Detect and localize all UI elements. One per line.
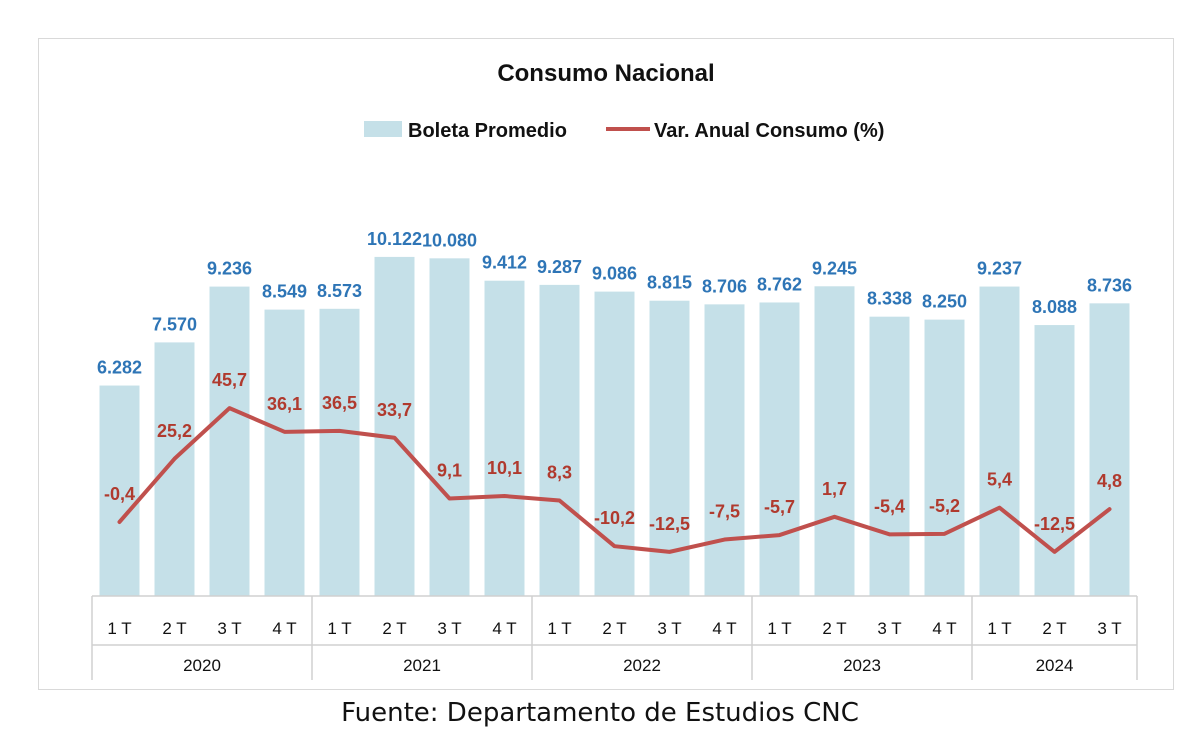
bar-5 — [374, 256, 415, 596]
line-value-label-8: 8,3 — [547, 462, 572, 482]
line-value-label-0: -0,4 — [104, 484, 135, 504]
bar-12 — [759, 302, 800, 596]
bar-10 — [649, 300, 690, 596]
bar-8 — [539, 284, 580, 596]
line-value-label-6: 9,1 — [437, 461, 462, 481]
bar-3 — [264, 309, 305, 596]
x-tick-label-10: 3 T — [657, 619, 681, 638]
line-value-label-1: 25,2 — [157, 421, 192, 441]
bar-17 — [1034, 325, 1075, 596]
legend-label-bars: Boleta Promedio — [408, 120, 567, 142]
year-label-1: 2021 — [403, 656, 441, 675]
line-value-label-2: 45,7 — [212, 370, 247, 390]
chart-title: Consumo Nacional — [497, 60, 714, 87]
x-tick-label-2: 3 T — [217, 619, 241, 638]
bar-value-label-10: 8.815 — [647, 273, 692, 293]
line-value-label-17: -12,5 — [1034, 514, 1075, 534]
bar-9 — [594, 291, 635, 596]
bar-value-label-11: 8.706 — [702, 276, 747, 296]
line-value-label-16: 5,4 — [987, 470, 1012, 490]
bar-7 — [484, 280, 525, 596]
year-label-4: 2024 — [1036, 656, 1074, 675]
x-tick-label-0: 1 T — [107, 619, 131, 638]
bar-value-label-12: 8.762 — [757, 274, 802, 294]
line-value-label-4: 36,5 — [322, 393, 357, 413]
line-value-label-5: 33,7 — [377, 400, 412, 420]
bar-value-label-3: 8.549 — [262, 282, 307, 302]
x-tick-label-9: 2 T — [602, 619, 626, 638]
category-axis: 1 T 2 T 3 T 4 T 1 T 2 T 3 T 4 T 1 T 2 T 3 T 4 T 1 T 2… — [91, 595, 1138, 680]
bar-18 — [1089, 303, 1130, 596]
line-layer — [117, 406, 1112, 554]
bars-layer — [99, 256, 1130, 596]
year-label-2: 2022 — [623, 656, 661, 675]
x-tick-label-6: 3 T — [437, 619, 461, 638]
x-tick-label-15: 4 T — [932, 619, 956, 638]
bar-value-label-16: 9.237 — [977, 259, 1022, 279]
x-tick-label-12: 1 T — [767, 619, 791, 638]
bar-value-label-0: 6.282 — [97, 358, 142, 378]
bar-value-label-5: 10.122 — [367, 229, 422, 249]
line-labels-layer: -0,425,245,736,1 36,5 33,79,1 10,1 8,3-10,2-… — [104, 370, 1122, 534]
bar-16 — [979, 286, 1020, 596]
bar-13 — [814, 286, 855, 596]
line-value-label-10: -12,5 — [649, 514, 690, 534]
bar-value-label-18: 8.736 — [1087, 275, 1132, 295]
bar-1 — [154, 342, 195, 596]
line-value-label-14: -5,4 — [874, 496, 905, 516]
bar-value-label-8: 9.287 — [537, 257, 582, 277]
source-note: Fuente: Departamento de Estudios CNC — [341, 698, 859, 728]
year-label-0: 2020 — [183, 656, 221, 675]
legend: Boleta Promedio Var. Anual Consumo (%) — [364, 120, 884, 142]
x-tick-label-14: 3 T — [877, 619, 901, 638]
x-tick-label-7: 4 T — [492, 619, 516, 638]
bar-value-label-4: 8.573 — [317, 281, 362, 301]
line-value-label-18: 4,8 — [1097, 471, 1122, 491]
line-value-label-15: -5,2 — [929, 496, 960, 516]
x-tick-label-11: 4 T — [712, 619, 736, 638]
x-tick-label-17: 2 T — [1042, 619, 1066, 638]
legend-label-line: Var. Anual Consumo (%) — [654, 120, 884, 142]
bar-15 — [924, 319, 965, 596]
x-tick-label-1: 2 T — [162, 619, 186, 638]
x-tick-label-8: 1 T — [547, 619, 571, 638]
line-value-label-3: 36,1 — [267, 394, 302, 414]
bar-11 — [704, 304, 745, 596]
x-tick-label-13: 2 T — [822, 619, 846, 638]
x-tick-label-5: 2 T — [382, 619, 406, 638]
bar-14 — [869, 316, 910, 596]
year-label-3: 2023 — [843, 656, 881, 675]
bar-0 — [99, 385, 140, 596]
bar-value-label-9: 9.086 — [592, 264, 637, 284]
bar-value-label-14: 8.338 — [867, 289, 912, 309]
bar-value-label-2: 9.236 — [207, 259, 252, 279]
line-value-label-7: 10,1 — [487, 458, 522, 478]
line-value-label-12: -5,7 — [764, 497, 795, 517]
x-tick-label-16: 1 T — [987, 619, 1011, 638]
line-value-label-9: -10,2 — [594, 508, 635, 528]
bar-6 — [429, 258, 470, 596]
bar-value-label-1: 7.570 — [152, 314, 197, 334]
bar-2 — [209, 286, 250, 596]
bar-labels-layer: 6.282 7.570 9.236 8.549 8.573 10.122 10.0809.4… — [97, 229, 1132, 378]
x-tick-label-4: 1 T — [327, 619, 351, 638]
legend-swatch-bars — [364, 121, 402, 137]
bar-value-label-7: 9.412 — [482, 253, 527, 273]
line-value-label-11: -7,5 — [709, 502, 740, 522]
bar-value-label-13: 9.245 — [812, 258, 857, 278]
bar-value-label-17: 8.088 — [1032, 297, 1077, 317]
bar-value-label-6: 10.080 — [422, 230, 477, 250]
bar-value-label-15: 8.250 — [922, 292, 967, 312]
x-tick-label-3: 4 T — [272, 619, 296, 638]
x-tick-label-18: 3 T — [1097, 619, 1121, 638]
line-value-label-13: 1,7 — [822, 479, 847, 499]
bar-4 — [319, 308, 360, 596]
